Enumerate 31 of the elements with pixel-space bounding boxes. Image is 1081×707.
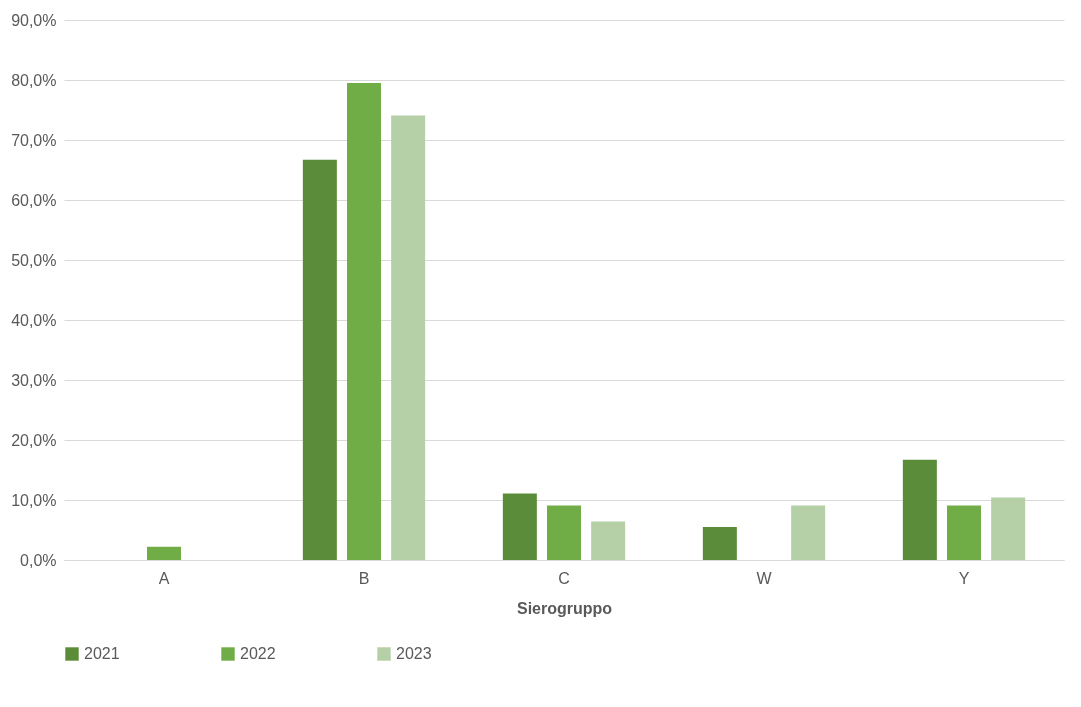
- y-tick-label: 70,0%: [11, 131, 57, 149]
- x-tick-label: Y: [958, 569, 970, 587]
- bar: [347, 83, 381, 560]
- bar: [991, 497, 1026, 560]
- bar: [591, 521, 626, 560]
- y-tick-label: 10,0%: [11, 491, 57, 509]
- bar: [391, 115, 426, 560]
- bar: [702, 527, 737, 560]
- y-tick-label: 30,0%: [11, 371, 57, 389]
- bar: [147, 546, 181, 560]
- bar: [791, 505, 826, 560]
- bar: [947, 505, 981, 560]
- y-tick-label: 20,0%: [11, 431, 57, 449]
- bar: [902, 459, 937, 560]
- y-tick-label: 0,0%: [20, 551, 57, 569]
- bar: [502, 493, 537, 560]
- y-tick-label: 80,0%: [11, 71, 57, 89]
- x-tick-label: B: [358, 569, 370, 587]
- bar: [302, 159, 337, 560]
- legend-label: 2023: [396, 645, 432, 662]
- legend-label: 2022: [240, 645, 276, 662]
- y-tick-label: 90,0%: [11, 11, 57, 29]
- x-tick-label: W: [756, 569, 773, 587]
- y-tick-label: 60,0%: [11, 191, 57, 209]
- x-tick-label: C: [558, 569, 570, 587]
- legend-label: 2021: [84, 645, 120, 662]
- y-tick-label: 50,0%: [11, 251, 57, 269]
- bar: [547, 505, 581, 560]
- x-axis-title: Sierogruppo: [516, 599, 613, 617]
- y-tick-label: 40,0%: [11, 311, 57, 329]
- x-tick-label: A: [158, 569, 170, 587]
